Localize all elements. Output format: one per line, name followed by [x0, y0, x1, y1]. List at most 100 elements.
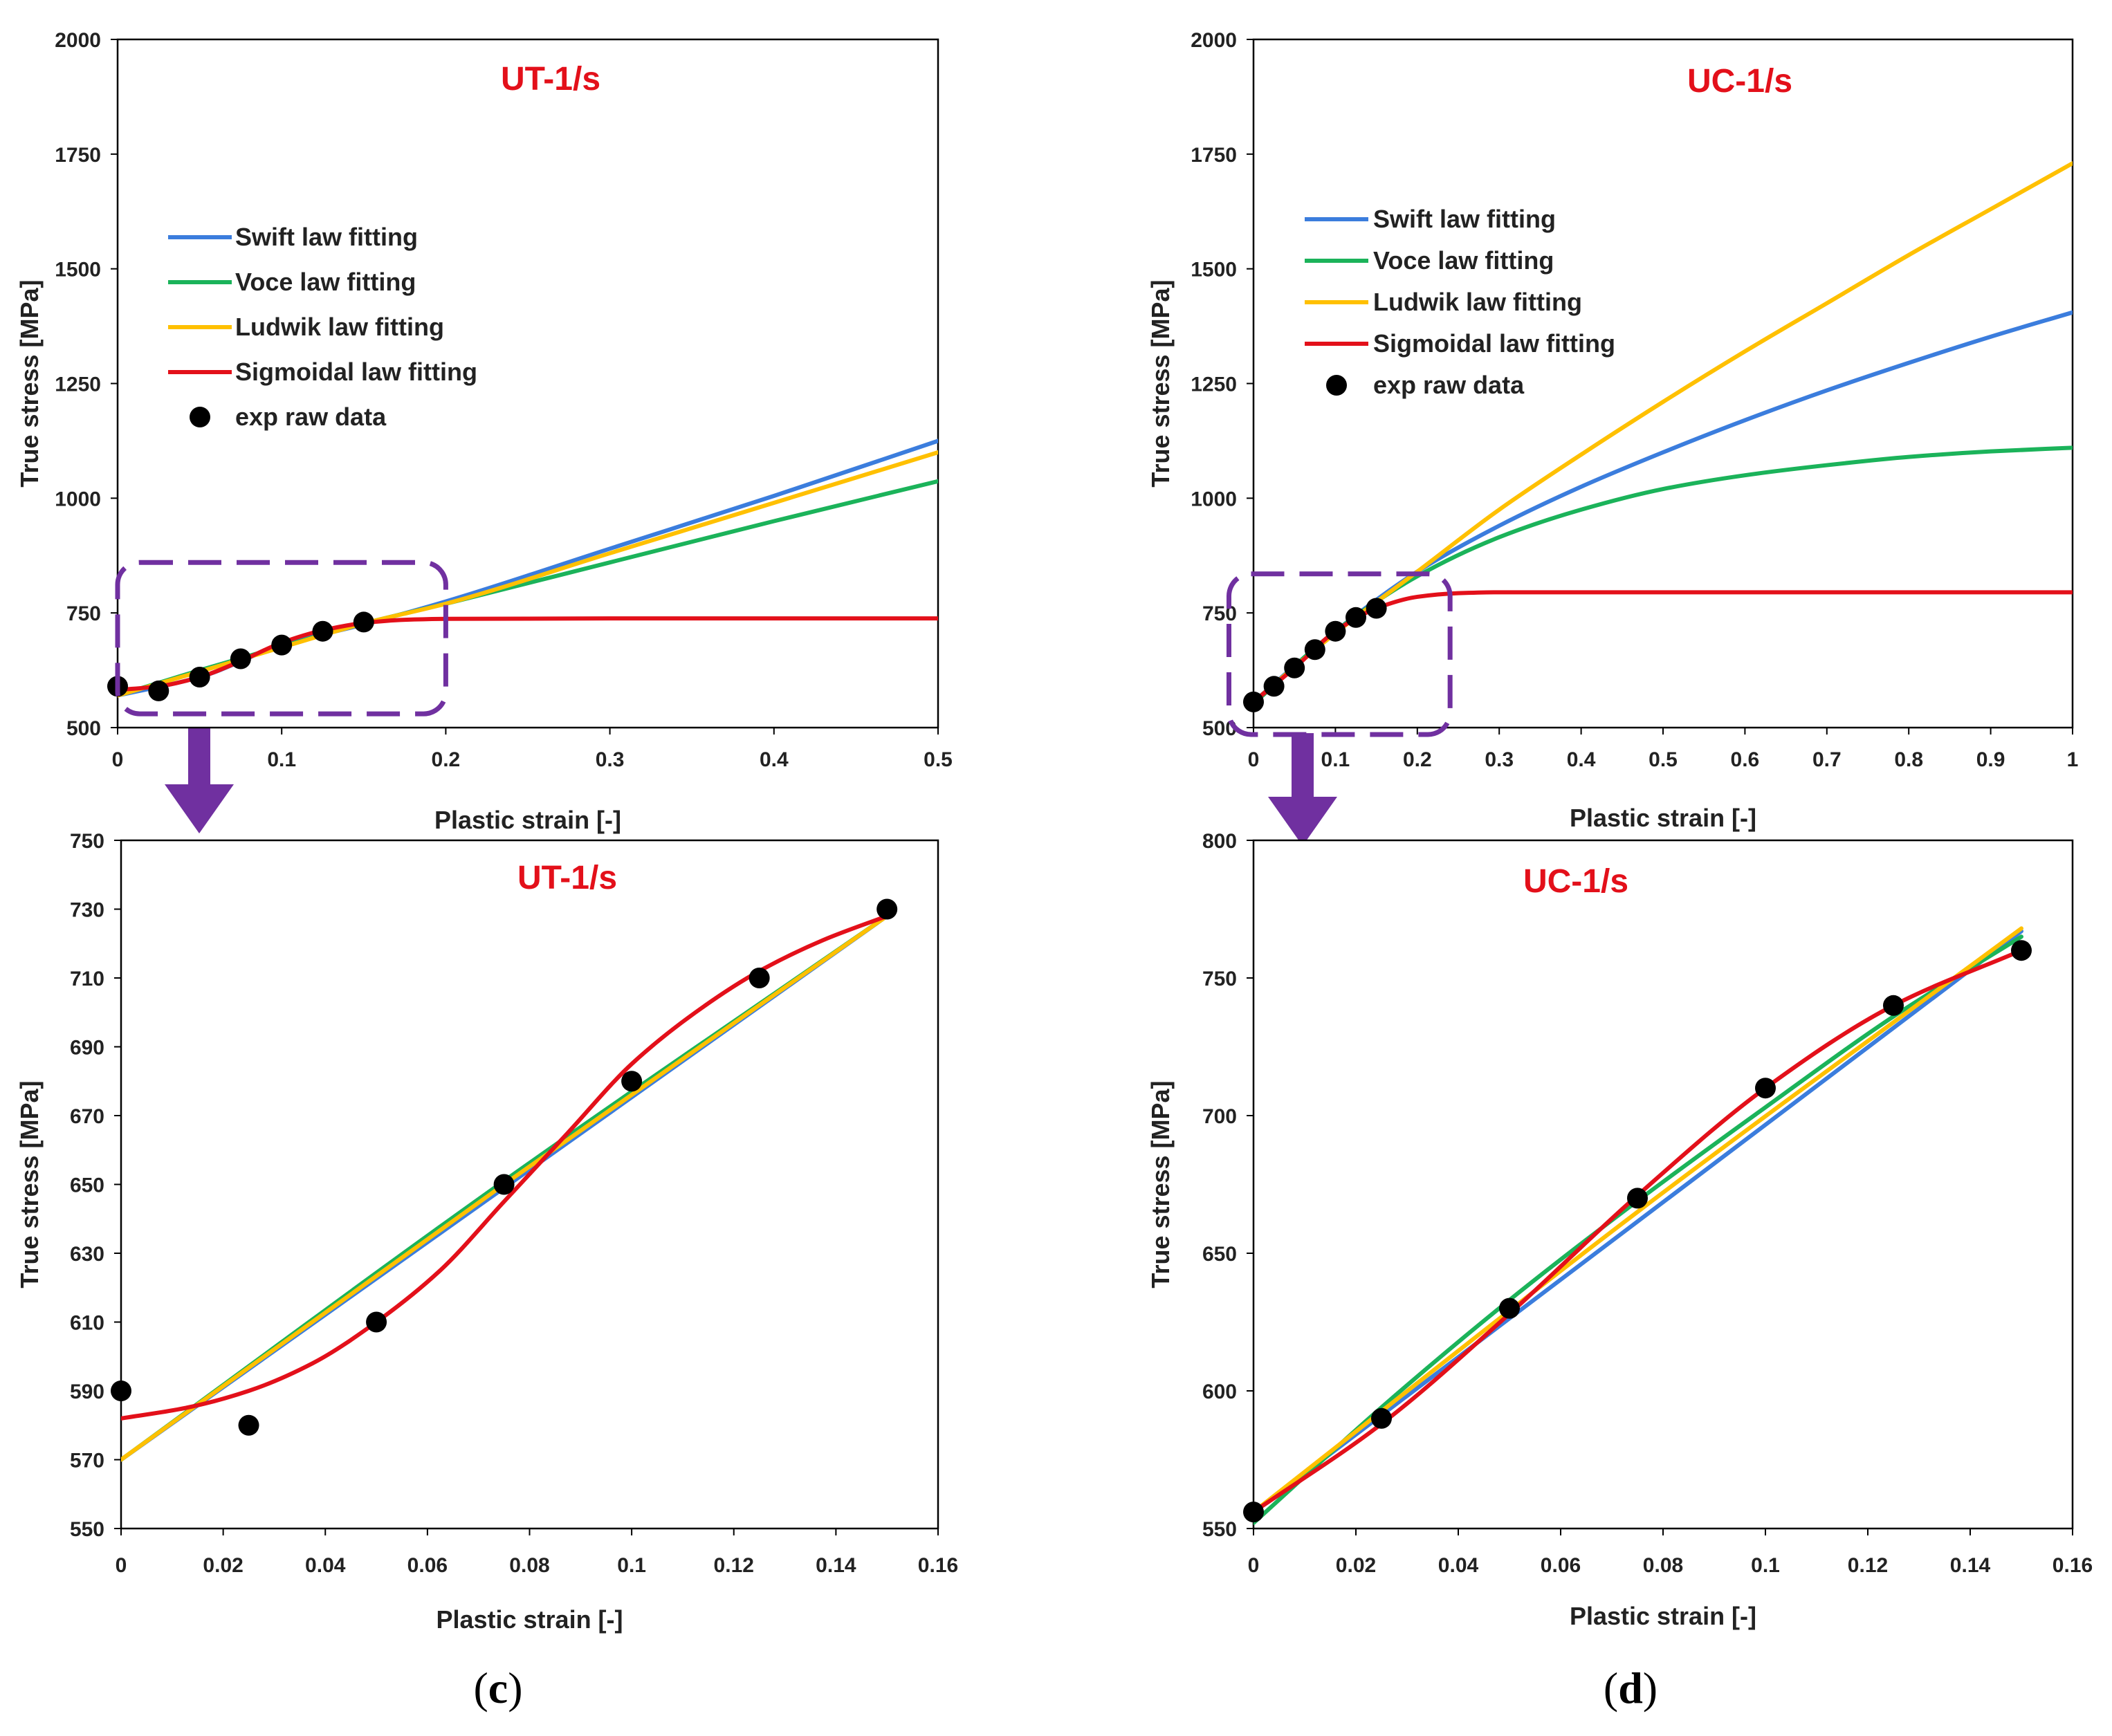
x-tick-label: 0.1 [267, 748, 296, 771]
x-tick-label: 0.04 [305, 1554, 346, 1577]
x-tick-label: 0.9 [1976, 748, 2005, 771]
exp-data-point [1243, 1502, 1264, 1523]
exp-data-point [238, 1414, 259, 1436]
y-tick-label: 1250 [1191, 373, 1237, 396]
exp-data-point [749, 968, 770, 988]
x-tick-label: 0.4 [760, 748, 789, 771]
y-tick-label: 1000 [55, 488, 101, 510]
chart-uc-zoom: 0 0.02 0.04 0.06 0.08 0.1 0.12 0.14 0.16 550 600 65… [1146, 830, 2093, 1630]
x-tick-label: 0.4 [1567, 748, 1596, 771]
x-tick-label: 0.12 [714, 1554, 754, 1577]
y-tick-label: 1500 [1191, 259, 1237, 281]
exp-data-point [271, 634, 293, 656]
y-tick-label: 730 [70, 899, 104, 922]
y-tick-label: 690 [70, 1037, 104, 1060]
y-tick-label: 750 [1202, 968, 1237, 990]
panel-label-c: (c) [473, 1663, 522, 1712]
x-tick-label: 0.2 [432, 748, 461, 771]
exp-data-point [493, 1174, 515, 1195]
legend-label-exp: exp raw data [1373, 371, 1525, 399]
exp-data-point [111, 1381, 131, 1401]
y-tick-label: 590 [70, 1381, 104, 1403]
exp-data-point [1243, 691, 1264, 712]
y-tick-label: 2000 [1191, 29, 1237, 52]
y-tick-label: 800 [1202, 830, 1237, 853]
series-line-ludwik [1254, 161, 2073, 704]
legend-label-voce: Voce law fitting [235, 268, 416, 296]
x-tick-label: 0.1 [1321, 748, 1350, 771]
zoom-region-box [115, 560, 448, 717]
exp-data-point [1346, 607, 1366, 628]
legend-label-ludwik: Ludwik law fitting [1373, 288, 1582, 316]
y-tick-label: 1500 [55, 259, 101, 281]
exp-data-point [353, 611, 374, 633]
y-tick-label: 750 [66, 602, 101, 625]
exp-data-point [230, 648, 251, 670]
y-tick-label: 700 [1202, 1105, 1237, 1128]
y-tick-label: 500 [66, 717, 101, 740]
x-tick-label: 0.04 [1438, 1554, 1479, 1577]
y-tick-label: 550 [1202, 1518, 1237, 1541]
x-tick-label: 0.08 [509, 1554, 549, 1577]
x-tick-label: 1 [2067, 748, 2079, 771]
chart-title: UT-1/s [517, 860, 617, 896]
x-tick-label: 0.16 [2053, 1554, 2093, 1577]
exp-data-point [189, 667, 210, 688]
exp-data-point [2011, 940, 2032, 961]
x-tick-label: 0.06 [1541, 1554, 1581, 1577]
panel-label-d: (d) [1604, 1663, 1658, 1712]
x-tick-label: 0.14 [816, 1554, 856, 1577]
exp-data-point [1883, 995, 1904, 1016]
x-axis-title: Plastic strain [-] [1570, 804, 1756, 832]
legend-label-voce: Voce law fitting [1373, 246, 1554, 275]
chart-ut-full: 0 0.1 0.2 0.3 0.4 0.5 500 750 1000 1250 1500 1750 20… [15, 29, 953, 834]
y-tick-label: 630 [70, 1243, 104, 1266]
x-tick-label: 0.02 [1336, 1554, 1376, 1577]
exp-data-point [1371, 1407, 1392, 1429]
x-tick-label: 0.1 [617, 1554, 646, 1577]
x-tick-label: 0.5 [1649, 748, 1678, 771]
y-tick-label: 1750 [55, 144, 101, 167]
x-axis-title: Plastic strain [-] [436, 1605, 623, 1634]
y-tick-label: 610 [70, 1312, 104, 1335]
plot-area [116, 38, 939, 729]
chart-title: UT-1/s [501, 61, 600, 98]
x-tick-label: 0 [1248, 748, 1260, 771]
zoom-region-box [1226, 571, 1453, 737]
exp-data-point [1755, 1078, 1776, 1099]
y-axis-title: True stress [MPa] [1146, 279, 1175, 487]
chart-title: UC-1/s [1523, 863, 1628, 900]
exp-data-point [621, 1071, 643, 1092]
chart-title: UC-1/s [1687, 63, 1792, 100]
x-tick-label: 0.7 [1812, 748, 1842, 771]
plot-area [1252, 38, 2074, 729]
exp-data-point [312, 620, 333, 642]
legend-marker-exp [1326, 375, 1347, 396]
chart-uc-full: 0 0.1 0.2 0.3 0.4 0.5 0.6 0.7 0.8 0.9 1500 750 1000 1… [1146, 29, 2078, 832]
exp-data-point [1284, 657, 1305, 678]
exp-data-point [1263, 676, 1285, 697]
exp-data-point [1499, 1298, 1520, 1319]
zoom-arrow-ut [165, 721, 234, 833]
y-tick-label: 600 [1202, 1381, 1237, 1403]
exp-data-point [1366, 598, 1387, 619]
legend-label-swift: Swift law fitting [235, 223, 418, 251]
exp-data-point [366, 1311, 387, 1333]
exp-data-point [876, 898, 898, 920]
y-tick-label: 710 [70, 968, 104, 990]
legend-label-sigmoidal: Sigmoidal law fitting [235, 358, 477, 386]
x-axis-title: Plastic strain [-] [1570, 1602, 1756, 1630]
zoom-arrow-ut-shaft [188, 721, 210, 784]
legend-label-sigmoidal: Sigmoidal law fitting [1373, 329, 1615, 358]
exp-data-point [1304, 639, 1325, 661]
x-tick-label: 0.8 [1894, 748, 1923, 771]
zoom-arrow-ut-head [165, 784, 234, 833]
x-tick-label: 0.12 [1848, 1554, 1888, 1577]
zoom-arrow-uc [1268, 733, 1337, 846]
y-tick-label: 650 [70, 1174, 104, 1197]
y-tick-label: 670 [70, 1105, 104, 1128]
y-tick-label: 1250 [55, 373, 101, 396]
x-tick-label: 0.2 [1403, 748, 1432, 771]
exp-data-point [148, 680, 169, 701]
